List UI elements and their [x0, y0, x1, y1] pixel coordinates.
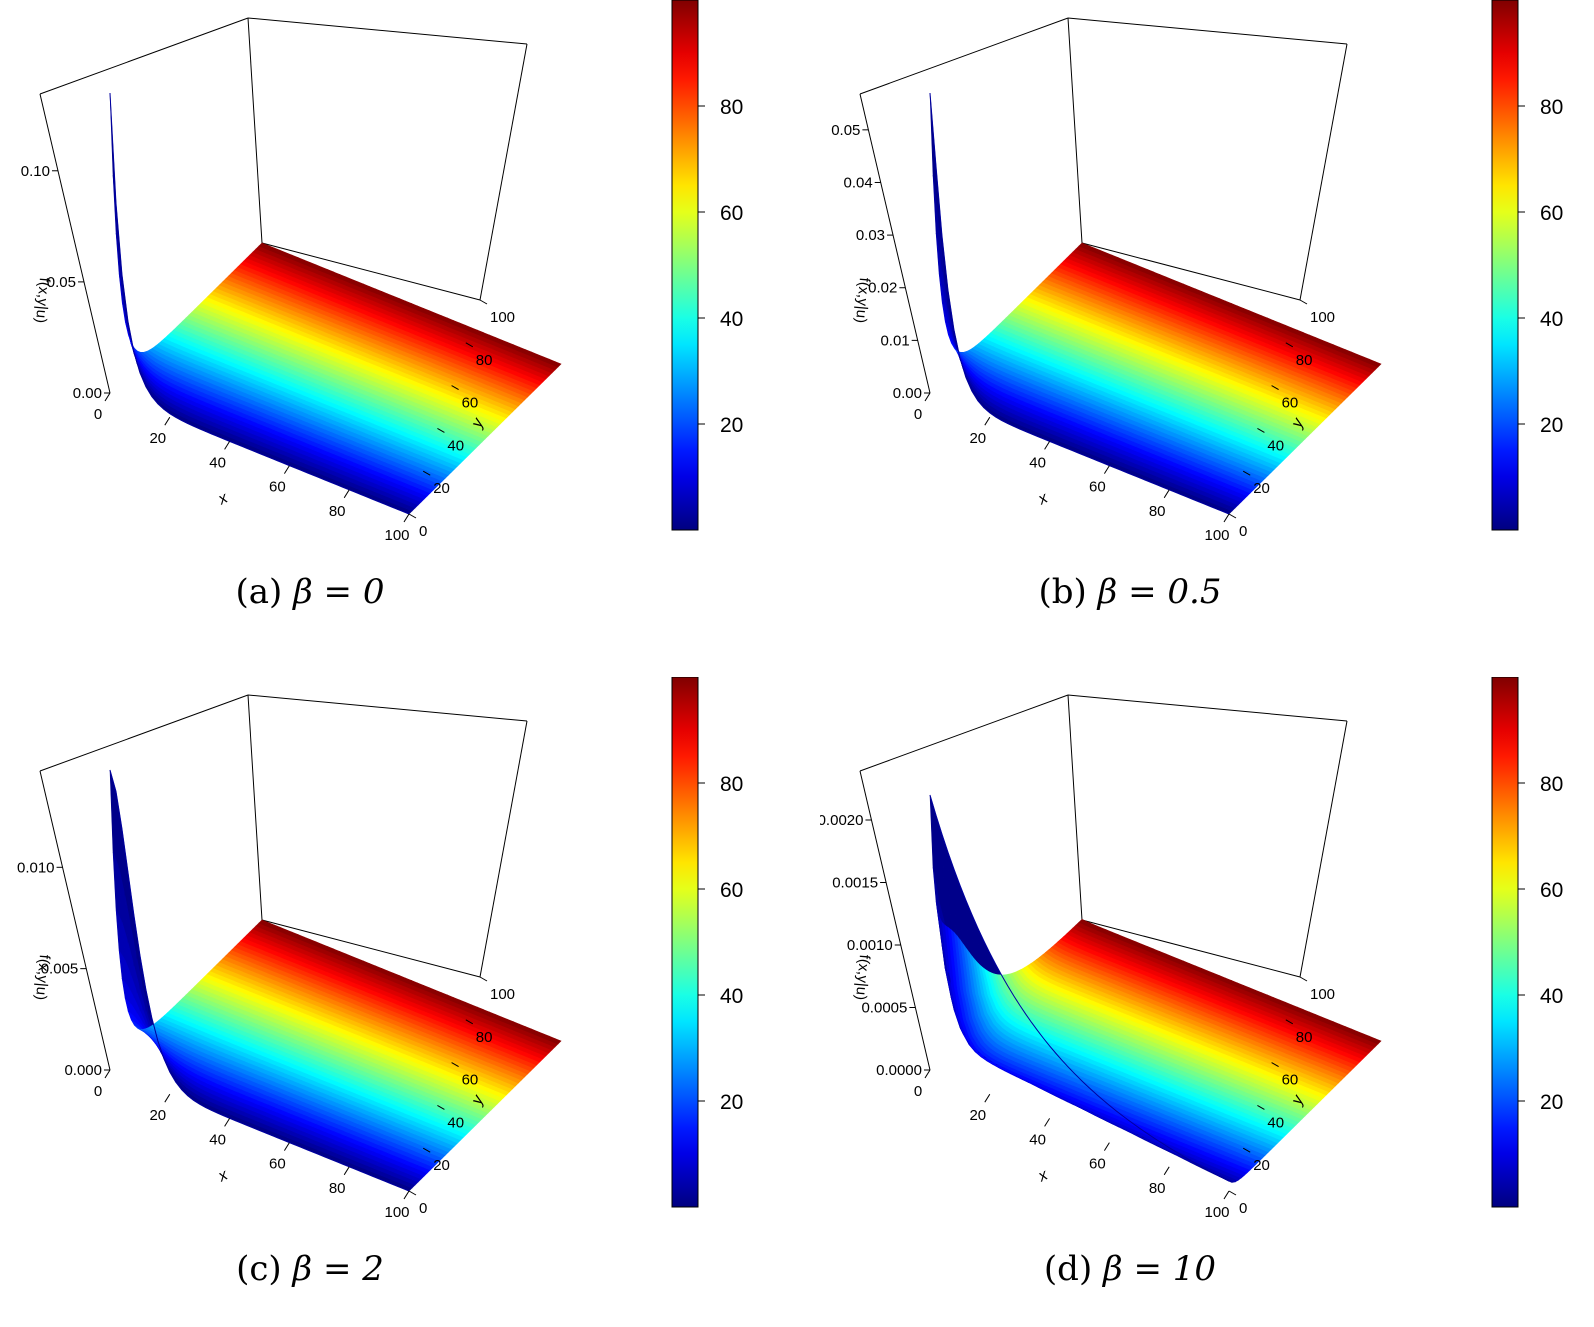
- x-tick: [105, 393, 110, 401]
- box-edge: [1300, 44, 1347, 300]
- colorbar-tick-label: 40: [720, 308, 743, 331]
- surface-plot: 0.000.050.10f(x,y|u)020406080100x0204060…: [0, 0, 800, 570]
- caption-label: (a): [235, 572, 293, 612]
- colorbar: 20 40 60 80: [672, 0, 743, 530]
- colorbar-tick-label: 60: [720, 202, 743, 225]
- x-tick-label: 40: [209, 454, 226, 471]
- y-tick: [480, 300, 487, 304]
- box-edge: [1068, 18, 1347, 44]
- z-tick-label: 0.10: [21, 163, 50, 180]
- box-edge: [248, 18, 527, 44]
- y-tick-label: 80: [476, 352, 493, 369]
- box-edge: [860, 18, 1068, 94]
- colorbar-gradient: [672, 0, 698, 530]
- colorbar-tick-label: 80: [720, 96, 743, 119]
- box-edge: [1068, 18, 1082, 243]
- x-tick: [225, 441, 230, 449]
- y-tick: [409, 514, 416, 518]
- z-tick-label: 0.00: [73, 385, 102, 402]
- caption-equation: β = 0: [293, 572, 384, 612]
- y-tick-label: 20: [433, 480, 450, 497]
- y-tick-label: 60: [462, 395, 479, 412]
- x-tick-label: 0: [94, 406, 102, 423]
- x-tick: [284, 466, 289, 474]
- box-edge: [480, 44, 527, 300]
- surface-plot: 0.000.010.020.030.040.05f(x,y|u)02040608…: [820, 0, 1594, 570]
- y-tick-label: 0: [419, 523, 427, 540]
- x-tick: [165, 417, 170, 425]
- box-edge: [40, 18, 248, 94]
- box-edge: [40, 94, 110, 393]
- box-edge: [248, 18, 262, 243]
- x-tick-label: 20: [149, 430, 166, 447]
- y-tick-label: 100: [490, 309, 515, 326]
- x-tick-label: 60: [269, 479, 286, 496]
- z-axis-label: f(x,y|u): [32, 277, 53, 324]
- x-tick-label: 80: [329, 503, 346, 520]
- x-tick: [344, 490, 349, 498]
- panel-caption: (a) β = 0: [100, 572, 520, 612]
- surface: [110, 93, 561, 514]
- x-tick: [404, 514, 409, 522]
- surface: [930, 93, 1381, 514]
- x-axis-label: x: [215, 489, 231, 509]
- colorbar-tick-label: 20: [720, 414, 743, 437]
- y-tick-label: 40: [447, 437, 464, 454]
- x-tick-label: 100: [384, 527, 409, 544]
